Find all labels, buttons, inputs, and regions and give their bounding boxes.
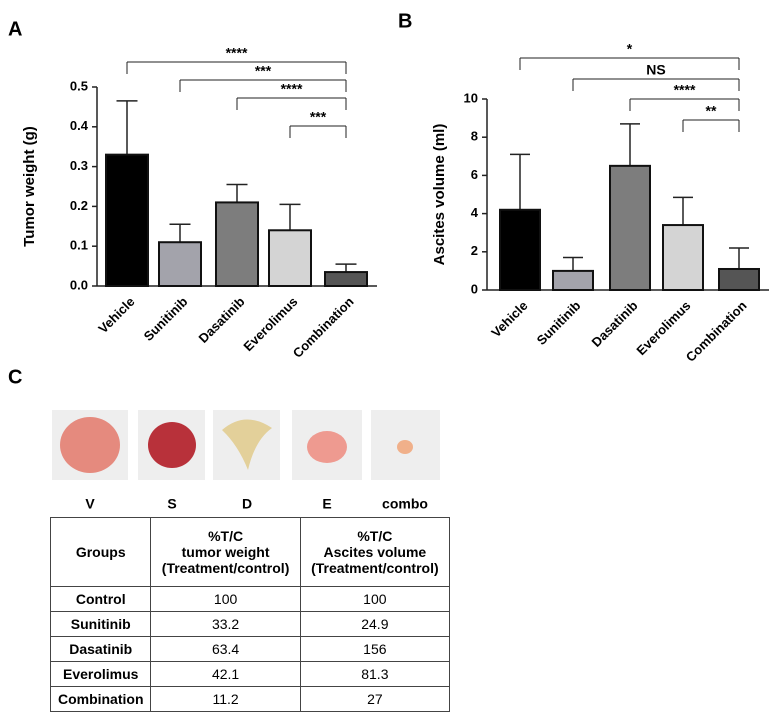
x-tick-label: Sunitinib (534, 298, 584, 348)
y-tick-label: 0.4 (70, 118, 89, 133)
table-cell: 24.9 (299, 611, 451, 637)
table-row: Control 100 100 (49, 586, 451, 612)
bar (324, 271, 368, 288)
x-tick-label: Everolimus (240, 294, 300, 354)
panel-label: A (8, 18, 22, 40)
y-tick-label: 2 (471, 243, 478, 258)
x-tick-label: Vehicle (95, 294, 137, 336)
header-text: Ascites volume (323, 544, 427, 560)
significance-label: ** (706, 103, 717, 119)
table-cell: Control (49, 586, 152, 612)
y-tick-label: 0.0 (70, 277, 88, 292)
y-axis-label: Tumor weight (g) (21, 126, 38, 247)
table-row: Combination 11.2 27 (49, 686, 451, 712)
panel-label: B (398, 10, 412, 32)
photo-label: D (242, 496, 252, 512)
header-row: Groups %T/C tumor weight (Treatment/control… (49, 517, 451, 587)
photo-label: V (85, 496, 95, 512)
photo-label: combo (382, 496, 428, 512)
header-text: %T/C (357, 528, 393, 544)
y-tick-label: 0 (471, 281, 478, 296)
header-text: tumor weight (181, 544, 270, 560)
y-tick-label: 0.2 (70, 198, 88, 213)
table-cell: 81.3 (299, 661, 451, 687)
significance-label: *** (310, 109, 327, 125)
bar (158, 241, 202, 287)
y-tick-label: 6 (471, 167, 478, 182)
x-tick-label: Dasatinib (196, 294, 248, 346)
header-text: (Treatment/control) (311, 560, 439, 576)
y-axis-label: Ascites volume (ml) (431, 124, 448, 266)
y-tick-label: 0.5 (70, 78, 88, 93)
table-cell: 156 (299, 636, 451, 662)
y-tick-label: 8 (471, 129, 478, 144)
panel-label: C (8, 366, 22, 388)
tumor-photo (397, 440, 413, 454)
tumor-photo (148, 422, 196, 468)
header-text: (Treatment/control) (161, 560, 290, 576)
tumor-photo (222, 419, 272, 470)
header-cell: %T/C tumor weight (Treatment/control) (150, 517, 301, 587)
bar (552, 269, 594, 291)
table-cell: 100 (150, 586, 301, 612)
header-text: Groups (75, 544, 126, 560)
x-tick-label: Sunitinib (141, 294, 191, 344)
table-cell: Sunitinib (49, 611, 152, 637)
header-cell: %T/C Ascites volume (Treatment/control) (299, 517, 451, 587)
header-cell: Groups (49, 517, 152, 587)
y-tick-label: 10 (464, 90, 478, 105)
table-cell: Dasatinib (49, 636, 152, 662)
significance-label: NS (646, 62, 665, 78)
tumor-photo (60, 417, 120, 473)
significance-label: **** (281, 81, 303, 97)
header-text: %T/C (208, 528, 244, 544)
table-cell: 27 (299, 686, 451, 712)
significance-label: *** (255, 63, 272, 79)
table-cell: Combination (49, 686, 152, 712)
table-cell: 11.2 (150, 686, 301, 712)
y-tick-label: 0.3 (70, 158, 88, 173)
significance-label: * (627, 41, 633, 57)
table-cell: 42.1 (150, 661, 301, 687)
x-tick-label: Vehicle (488, 298, 530, 340)
table-cell: 100 (299, 586, 451, 612)
photo-label: S (167, 496, 176, 512)
results-table: Groups %T/C tumor weight (Treatment/control… (49, 517, 451, 712)
table-cell: 63.4 (150, 636, 301, 662)
y-tick-label: 4 (471, 205, 479, 220)
x-tick-label: Dasatinib (589, 298, 641, 350)
table-row: Dasatinib 63.4 156 (49, 636, 451, 662)
table-row: Sunitinib 33.2 24.9 (49, 611, 451, 637)
photo-label: E (322, 496, 331, 512)
table-row: Everolimus 42.1 81.3 (49, 661, 451, 687)
significance-label: **** (674, 82, 696, 98)
bar (718, 267, 760, 291)
x-tick-label: Everolimus (633, 298, 693, 358)
tumor-photo (307, 431, 347, 463)
bar (609, 164, 651, 292)
bar (499, 208, 541, 291)
table-cell: 33.2 (150, 611, 301, 637)
bar (215, 201, 259, 287)
y-tick-label: 0.1 (70, 238, 88, 253)
bar (662, 224, 704, 291)
significance-label: **** (226, 45, 248, 61)
table-cell: Everolimus (49, 661, 152, 687)
bar (268, 229, 312, 287)
bar (105, 153, 149, 287)
